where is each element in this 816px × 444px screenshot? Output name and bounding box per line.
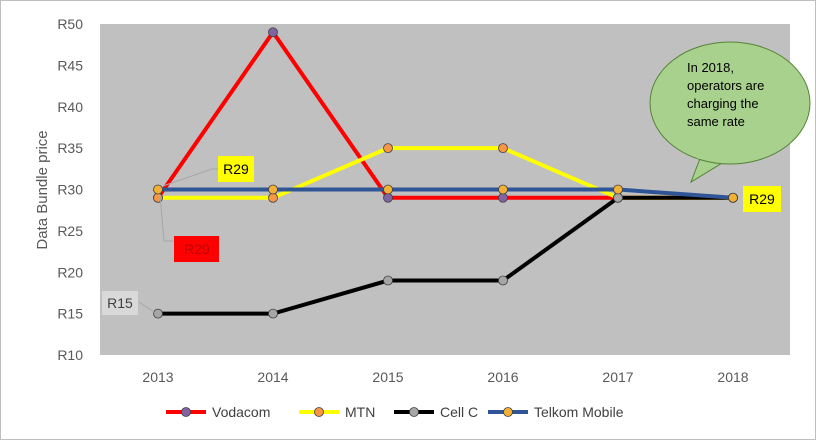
y-tick-label: R15 xyxy=(57,306,83,322)
data-point xyxy=(498,275,508,286)
label-box xyxy=(218,156,254,182)
y-tick-label: R40 xyxy=(57,99,83,115)
callout-text: charging the xyxy=(687,96,759,111)
y-tick-label: R30 xyxy=(57,182,83,198)
label-box xyxy=(102,291,138,315)
y-tick-label: R20 xyxy=(57,264,83,280)
data-point xyxy=(613,184,623,195)
legend-label: Vodacom xyxy=(212,404,270,420)
y-tick-label: R10 xyxy=(57,347,83,363)
data-point xyxy=(383,192,393,203)
data-point xyxy=(153,192,163,203)
annotation-label: R29 xyxy=(749,191,775,207)
data-point xyxy=(728,192,738,203)
legend-marker xyxy=(503,407,513,417)
y-tick-label: R50 xyxy=(57,16,83,32)
data-point xyxy=(153,184,163,195)
x-tick-label: 2017 xyxy=(602,369,633,385)
data-point xyxy=(498,192,508,203)
label-box xyxy=(743,186,781,212)
callout-bubble xyxy=(649,41,811,165)
legend-marker xyxy=(181,407,191,417)
legend-label: Cell C xyxy=(440,404,478,420)
callout-text: In 2018, xyxy=(687,60,734,75)
callout-text: same rate xyxy=(687,114,745,129)
legend-marker xyxy=(409,407,419,417)
data-point xyxy=(383,184,393,195)
y-tick-label: R35 xyxy=(57,140,83,156)
x-tick-label: 2015 xyxy=(372,369,403,385)
leader-line xyxy=(159,194,174,242)
callout-text: operators are xyxy=(687,78,764,93)
series-line-cell-c xyxy=(158,195,733,316)
annotation-label: R15 xyxy=(107,295,133,311)
data-point xyxy=(268,308,278,319)
data-point xyxy=(268,27,278,38)
data-point xyxy=(613,192,623,203)
y-axis-label: Data Bundle price xyxy=(34,130,51,249)
x-tick-label: 2018 xyxy=(717,369,748,385)
y-tick-label: R45 xyxy=(57,57,83,73)
legend-marker xyxy=(314,407,324,417)
data-point xyxy=(268,192,278,203)
legend-label: Telkom Mobile xyxy=(534,404,624,420)
data-point xyxy=(498,143,508,154)
label-box xyxy=(174,236,219,262)
x-tick-label: 2016 xyxy=(487,369,518,385)
x-tick-label: 2013 xyxy=(142,369,173,385)
legend: Vodacom MTN Cell C Telkom Mobile xyxy=(166,404,624,420)
leader-line xyxy=(138,301,155,313)
x-tick-label: 2014 xyxy=(257,369,288,385)
leader-line xyxy=(162,168,218,187)
data-point xyxy=(268,184,278,195)
annotation-label: R29 xyxy=(184,241,210,257)
data-point xyxy=(153,308,163,319)
data-point xyxy=(383,143,393,154)
series-line-telkom-mobile xyxy=(158,187,734,200)
y-tick-label: R25 xyxy=(57,223,83,239)
data-point xyxy=(498,184,508,195)
data-point xyxy=(383,275,393,286)
legend-label: MTN xyxy=(345,404,375,420)
annotation-label: R29 xyxy=(223,161,249,177)
